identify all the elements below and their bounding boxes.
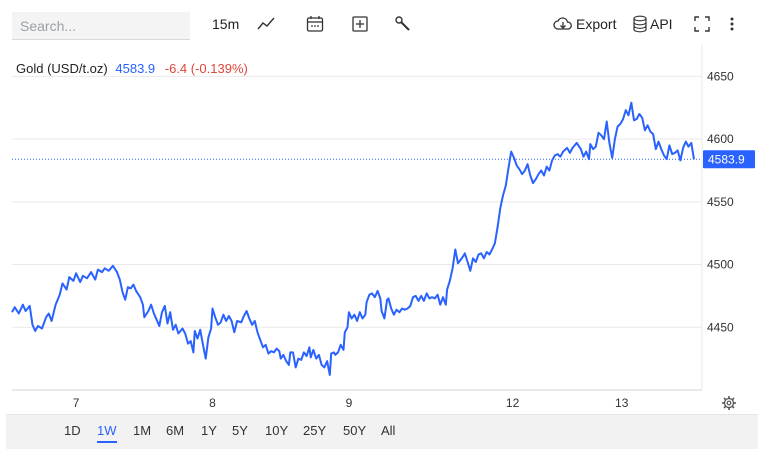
range-button-50y[interactable]: 50Y <box>343 423 367 438</box>
range-button-1m[interactable]: 1M <box>133 423 152 438</box>
y-tick-label: 4600 <box>707 132 734 146</box>
fullscreen-icon[interactable] <box>693 12 711 36</box>
add-indicator-icon[interactable] <box>350 12 370 36</box>
chart-legend: Gold (USD/t.oz) 4583.9 -6.4 (-0.139%) <box>16 61 248 76</box>
settings-icon[interactable] <box>722 396 736 410</box>
more-vertical-icon[interactable] <box>727 12 737 36</box>
last-price-label-bg <box>703 150 755 169</box>
legend-price: 4583.9 <box>115 61 156 76</box>
last-price-label: 4583.9 <box>708 152 745 166</box>
range-button-1w[interactable]: 1W <box>97 423 117 443</box>
y-tick-label: 4500 <box>707 258 734 272</box>
x-axis: 7 8 9 12 13 <box>73 396 629 410</box>
series-line <box>11 101 695 376</box>
tools-icon[interactable] <box>393 12 413 36</box>
x-tick-label: 9 <box>346 396 353 410</box>
cloud-download-icon <box>553 15 573 33</box>
database-icon <box>632 15 648 33</box>
y-tick-label: 4450 <box>707 320 734 334</box>
toolbar: 15m Export API <box>0 0 770 50</box>
chart-grid <box>12 75 702 328</box>
x-tick-label: 8 <box>209 396 216 410</box>
x-tick-label: 13 <box>615 396 629 410</box>
range-button-1d[interactable]: 1D <box>64 423 81 438</box>
x-tick-label: 12 <box>506 396 520 410</box>
x-tick-label: 7 <box>73 396 80 410</box>
y-tick-label: 4550 <box>707 195 734 209</box>
range-button-1y[interactable]: 1Y <box>201 423 217 438</box>
search-input[interactable] <box>12 12 190 40</box>
range-button-10y[interactable]: 10Y <box>265 423 289 438</box>
interval-button[interactable]: 15m <box>212 16 240 32</box>
y-tick-label: 4650 <box>707 69 734 83</box>
range-button-6m[interactable]: 6M <box>166 423 185 438</box>
export-button[interactable]: Export <box>553 12 616 36</box>
api-label: API <box>650 16 673 32</box>
api-button[interactable]: API <box>632 12 673 36</box>
export-label: Export <box>576 16 617 32</box>
price-chart[interactable]: 4450 4500 4550 4600 4650 7 8 9 12 13 4583.9 <box>0 45 770 415</box>
range-button-25y[interactable]: 25Y <box>303 423 327 438</box>
range-button-all[interactable]: All <box>381 423 396 438</box>
range-selector: 1D 1W 1M 6M 1Y 5Y 10Y 25Y 50Y All <box>6 414 758 449</box>
instrument-name: Gold (USD/t.oz) <box>16 61 108 76</box>
calendar-icon[interactable] <box>305 12 325 36</box>
legend-change: -6.4 (-0.139%) <box>164 61 248 76</box>
y-axis: 4450 4500 4550 4600 4650 <box>707 69 734 334</box>
range-button-5y[interactable]: 5Y <box>232 423 248 438</box>
line-chart-icon[interactable] <box>256 12 276 36</box>
